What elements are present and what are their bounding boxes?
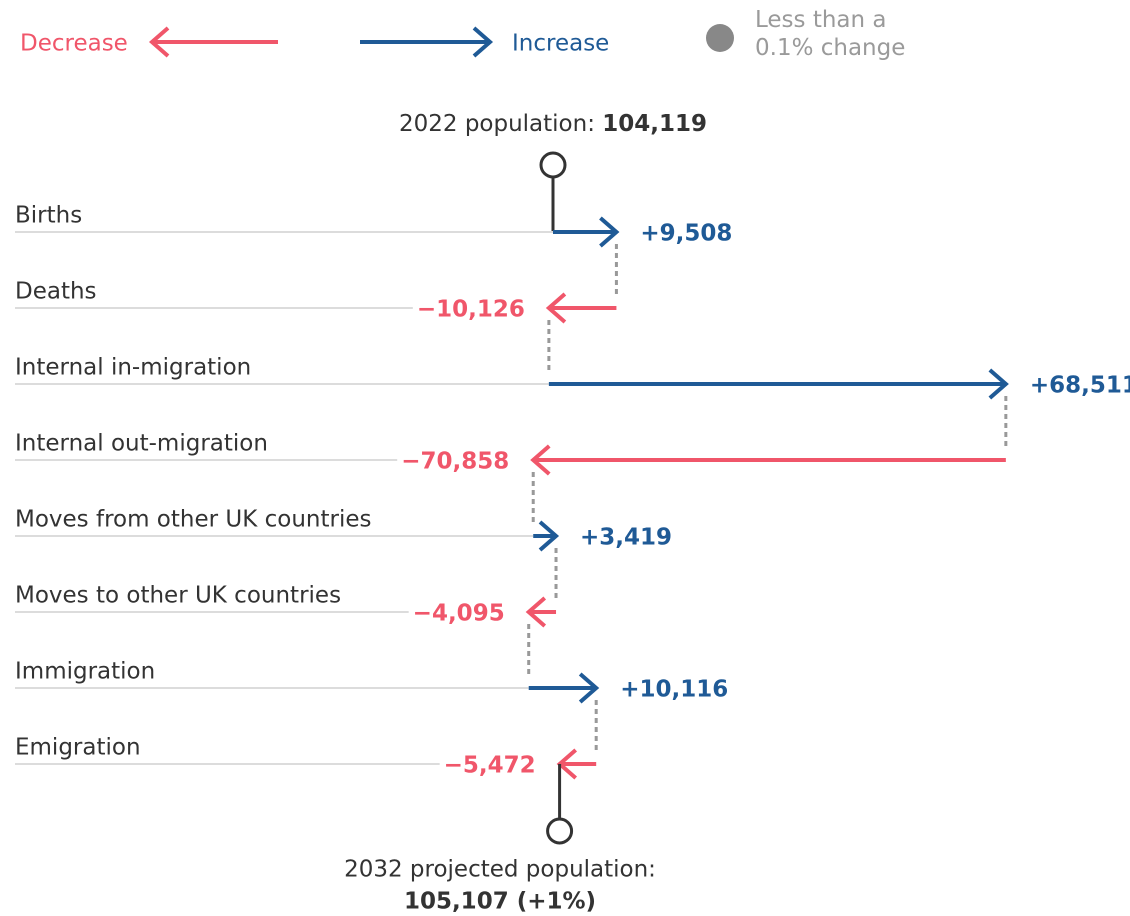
legend-small-change: Less than a 0.1% change: [755, 7, 906, 61]
legend-increase-arrow: [360, 26, 494, 58]
arrow: [545, 292, 617, 324]
value-label: +10,116: [620, 677, 728, 703]
arrow: [533, 520, 560, 552]
category-label: Immigration: [15, 659, 155, 685]
arrow: [525, 596, 557, 628]
value-label: +9,508: [640, 221, 732, 247]
value-label: +3,419: [580, 525, 672, 551]
category-label: Moves to other UK countries: [15, 583, 341, 609]
arrow: [528, 672, 600, 704]
start-label: 2022 population:: [399, 111, 595, 137]
arrow: [548, 368, 1009, 400]
start-caption: 2022 population: 104,119: [399, 111, 707, 137]
category-label: Deaths: [15, 279, 97, 305]
value-label: −4,095: [413, 601, 505, 627]
end-label: 2032 projected population:: [344, 857, 656, 883]
category-label: Moves from other UK countries: [15, 507, 372, 533]
value-label: −70,858: [401, 449, 509, 475]
category-label: Internal out-migration: [15, 431, 268, 457]
value-label: −5,472: [444, 753, 536, 779]
category-label: Internal in-migration: [15, 355, 251, 381]
arrow: [553, 216, 620, 248]
arrow: [530, 444, 1006, 476]
value-label: −10,126: [417, 297, 525, 323]
legend-decrease-arrow: [148, 26, 278, 58]
start-marker: [539, 151, 567, 179]
legend-decrease: Decrease: [20, 31, 128, 57]
category-label: Births: [15, 203, 82, 229]
end-value: 105,107 (+1%): [404, 889, 596, 915]
category-label: Emigration: [15, 735, 141, 761]
arrow: [556, 748, 597, 780]
legend-small-change-text: Less than a 0.1% change: [755, 7, 906, 61]
start-value: 104,119: [602, 111, 707, 137]
end-marker: [546, 817, 574, 845]
value-label: +68,511: [1030, 373, 1130, 399]
legend-increase: Increase: [512, 31, 609, 57]
legend-small-change-dot: [706, 24, 734, 52]
